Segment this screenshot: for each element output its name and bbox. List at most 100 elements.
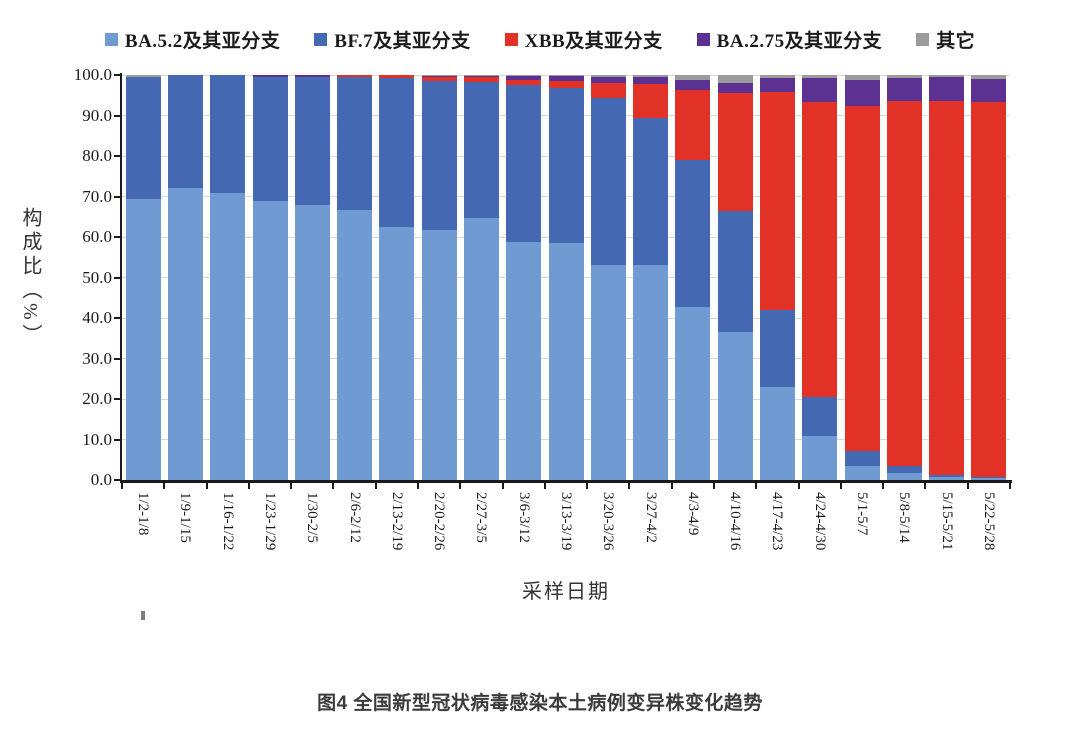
y-tick-label: 30.0 [82,348,112,368]
legend-swatch-icon [314,33,328,46]
bar-2/13-2/19 [379,75,415,480]
x-tick-label: 1/2-1/8 [135,492,152,536]
bar-segment [675,90,711,161]
bar-segment [421,75,457,77]
y-axis-tick [114,195,121,198]
x-axis-tick [839,482,842,489]
bar-segment [929,77,965,102]
bar-1/2-1/8 [125,75,161,480]
bar-4/10-4/16 [717,75,753,480]
legend-label: BF.7及其亚分支 [334,31,471,52]
chart-legend: BA.5.2及其亚分支 BF.7及其亚分支 XBB及其亚分支 BA.2.75及其亚分支… [0,26,1080,53]
legend-swatch-icon [104,33,118,46]
bar-segment [929,475,965,477]
bar-segment [590,265,626,480]
bar-5/8-5/14 [886,75,922,480]
bar-segment [759,75,795,79]
bar-segment [379,227,415,480]
y-tick-label: 90.0 [82,105,112,125]
bar-segment [548,75,584,76]
bar-segment [633,265,669,480]
bar-segment [633,83,669,119]
x-tick-label: 3/6-3/12 [515,492,532,543]
bar-3/20-3/26 [590,75,626,480]
y-tick-label: 50.0 [82,267,112,287]
bar-3/6-3/12 [506,75,542,480]
legend-item: BF.7及其亚分支 [314,26,470,53]
legend-item: 其它 [916,26,975,53]
x-tick-label: 4/17-4/23 [769,492,786,551]
bar-segment [421,76,457,78]
legend-item: BA.2.75及其亚分支 [696,26,882,53]
bar-segment [337,209,373,480]
legend-label: XBB及其亚分支 [524,31,663,52]
bar-segment [759,309,795,388]
x-tick-label: 1/30-2/5 [304,492,321,543]
bar-3/27-4/2 [633,75,669,480]
y-tick-label: 80.0 [82,146,112,165]
bar-segment [548,80,584,89]
stray-mark [141,611,145,620]
bar-segment [337,77,373,210]
legend-swatch-icon [696,33,710,46]
bar-segment [844,75,880,81]
bar-segment [675,79,711,90]
x-tick-label: 2/27-3/5 [473,492,490,543]
bar-segment [633,75,669,77]
bar-segment [463,218,499,480]
bar-segment [802,101,838,397]
bar-segment [971,477,1007,479]
bar-4/24-4/30 [802,75,838,480]
x-axis-tick [966,482,969,489]
bar-1/23-1/29 [252,75,288,480]
legend-item: BA.5.2及其亚分支 [104,26,280,53]
bar-segment [421,81,457,230]
bar-segment [252,75,288,78]
y-axis-title: 构成比（%） [19,207,41,348]
y-axis-tick [114,317,121,319]
bar-2/27-3/5 [463,75,499,480]
bar-segment [125,198,161,480]
bar-segment [844,465,880,480]
bar-segment [717,211,753,332]
x-tick-label: 4/24-4/30 [811,492,828,551]
bar-segment [886,75,922,78]
bar-4/17-4/23 [759,75,795,480]
legend-label: 其它 [936,31,976,52]
x-axis-tick [1009,482,1011,489]
bar-segment [463,76,499,78]
y-tick-label: 20.0 [82,389,112,408]
y-tick-label: 10.0 [82,429,112,449]
gridline [122,74,1010,76]
bar-segment [929,476,965,480]
bar-segment [886,101,922,466]
bar-segment [210,75,246,194]
x-tick-label: 2/13-2/19 [388,492,405,551]
x-axis-tick [163,482,166,489]
x-tick-label: 5/15-5/21 [938,492,955,551]
bar-segment [844,80,880,107]
x-tick-label: 3/27-4/2 [642,492,659,543]
x-tick-label: 5/1-5/7 [854,492,870,536]
x-axis-tick [755,482,758,489]
bar-segment [590,98,626,266]
bar-segment [675,307,711,480]
x-tick-label: 1/23-1/29 [262,492,278,551]
bar-segment [971,78,1007,103]
bar-segment [506,242,542,480]
bar-2/6-2/12 [337,75,373,480]
bar-segment [675,75,711,80]
x-axis-tick [459,482,462,489]
x-axis-tick [924,482,927,489]
x-axis-tick [332,482,335,489]
x-tick-label: 1/16-1/22 [219,492,236,551]
y-axis-tick [114,479,121,481]
x-axis-tick [713,482,715,489]
bar-segment [548,243,584,480]
bar-segment [717,331,753,480]
y-axis-tick [114,236,121,238]
bar-segment [971,102,1007,478]
bar-2/20-2/26 [421,75,457,480]
figure-caption: 图4 全国新型冠状病毒感染本土病例变异株变化趋势 [317,693,763,714]
bar-segment [590,77,626,84]
